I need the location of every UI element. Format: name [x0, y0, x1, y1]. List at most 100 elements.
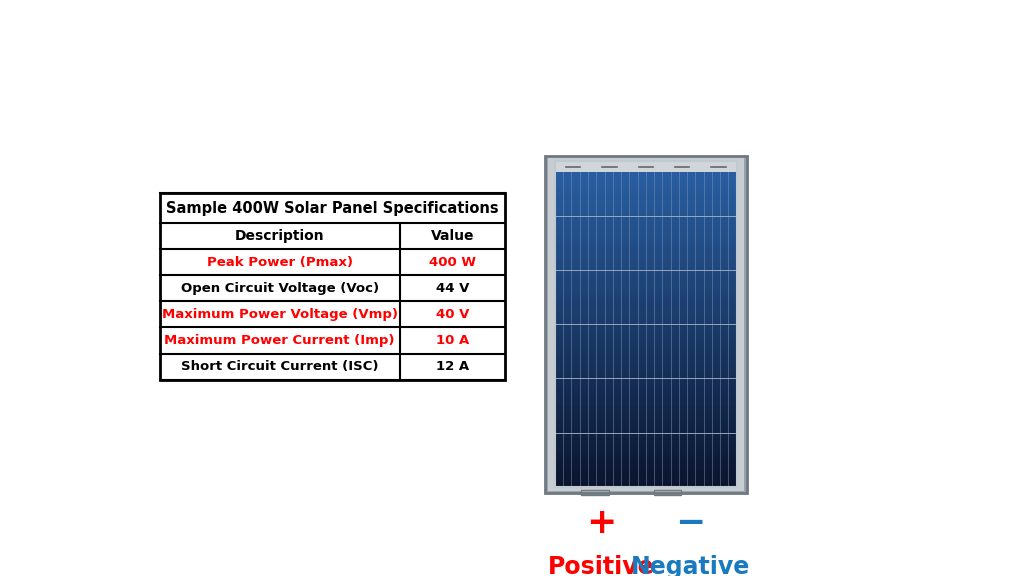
Bar [555, 185, 736, 190]
Bar [555, 438, 736, 442]
Bar [160, 194, 505, 380]
Bar [555, 462, 736, 467]
Text: 40 V: 40 V [435, 308, 469, 321]
Text: +: + [586, 506, 616, 540]
Bar [555, 300, 736, 304]
Bar [555, 393, 736, 397]
Bar [555, 238, 736, 242]
Bar [555, 283, 736, 287]
Bar [555, 385, 736, 389]
Bar [555, 226, 736, 230]
Bar [582, 490, 608, 495]
Bar [555, 161, 736, 172]
Bar [555, 234, 736, 238]
Bar [555, 161, 736, 165]
Bar [555, 381, 736, 385]
Text: Sample 400W Solar Panel Specifications: Sample 400W Solar Panel Specifications [166, 201, 499, 216]
Bar [555, 279, 736, 283]
Text: Peak Power (Pmax): Peak Power (Pmax) [207, 256, 352, 269]
Bar [555, 308, 736, 312]
Bar [555, 210, 736, 214]
Bar [160, 194, 505, 380]
Text: Value: Value [430, 229, 474, 243]
Bar [555, 348, 736, 353]
Bar [555, 389, 736, 393]
Bar [555, 352, 736, 357]
Bar [555, 365, 736, 369]
Bar [545, 156, 748, 492]
Text: Short Circuit Current (ISC): Short Circuit Current (ISC) [181, 360, 379, 373]
Bar [555, 417, 736, 422]
Text: Positive: Positive [548, 555, 654, 576]
Bar [555, 173, 736, 177]
Bar [555, 202, 736, 206]
Text: 12 A: 12 A [436, 360, 469, 373]
Bar [555, 247, 736, 251]
Bar [555, 458, 736, 463]
Text: −: − [675, 506, 706, 540]
Bar [555, 361, 736, 365]
Text: 10 A: 10 A [435, 334, 469, 347]
Bar [555, 478, 736, 483]
Bar [555, 242, 736, 247]
Bar [555, 251, 736, 255]
Bar [555, 275, 736, 279]
Bar [555, 442, 736, 446]
Bar [555, 324, 736, 328]
Bar [555, 470, 736, 475]
Bar [555, 474, 736, 479]
Text: 400 W: 400 W [429, 256, 476, 269]
Bar [555, 214, 736, 218]
Bar [555, 377, 736, 381]
Bar [555, 405, 736, 410]
Bar [555, 409, 736, 414]
Text: 44 V: 44 V [435, 282, 469, 295]
Text: Maximum Power Voltage (Vmp): Maximum Power Voltage (Vmp) [162, 308, 397, 321]
Bar [555, 206, 736, 210]
Bar [548, 157, 743, 491]
Bar [555, 422, 736, 426]
Bar [555, 340, 736, 344]
Bar [555, 434, 736, 438]
Bar [555, 466, 736, 471]
Bar [555, 401, 736, 406]
Bar [654, 490, 681, 495]
Bar [545, 156, 748, 492]
Bar [555, 369, 736, 373]
Bar [555, 483, 736, 487]
Bar [555, 336, 736, 340]
Bar [555, 161, 736, 487]
Bar [555, 373, 736, 377]
Bar [555, 356, 736, 361]
Bar [555, 198, 736, 202]
Text: Open Circuit Voltage (Voc): Open Circuit Voltage (Voc) [180, 282, 379, 295]
Bar [555, 190, 736, 194]
Bar [555, 328, 736, 332]
Bar [555, 344, 736, 348]
Bar [555, 218, 736, 222]
Bar [555, 446, 736, 450]
Bar [555, 413, 736, 418]
Bar [555, 230, 736, 234]
Bar [555, 259, 736, 263]
Bar [555, 267, 736, 271]
Bar [555, 263, 736, 267]
Bar [555, 454, 736, 458]
Bar [555, 304, 736, 308]
Bar [555, 291, 736, 295]
Bar [555, 397, 736, 401]
Text: Negative: Negative [631, 555, 750, 576]
Bar [555, 165, 736, 169]
Bar [555, 332, 736, 336]
Bar [555, 430, 736, 434]
Text: Description: Description [234, 229, 325, 243]
Text: Maximum Power Current (Imp): Maximum Power Current (Imp) [165, 334, 395, 347]
Bar [555, 255, 736, 259]
Bar [555, 450, 736, 454]
Bar [555, 312, 736, 316]
Bar [555, 426, 736, 430]
Bar [555, 295, 736, 300]
Bar [555, 181, 736, 186]
Bar [555, 194, 736, 198]
Bar [555, 222, 736, 226]
